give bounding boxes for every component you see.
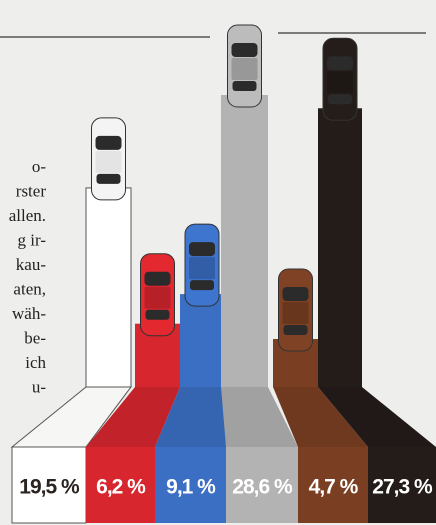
car-icon — [228, 25, 262, 107]
car-roof — [145, 287, 171, 309]
value-label: 27,3 % — [372, 476, 433, 499]
car-roof — [327, 71, 353, 93]
car-window — [145, 272, 171, 286]
car-icon — [141, 254, 175, 336]
side-text-line: kau- — [16, 255, 47, 274]
car-window — [190, 280, 214, 290]
bar — [180, 294, 224, 387]
side-text-line: rster — [16, 182, 47, 201]
car-icon — [279, 269, 313, 351]
car-window — [233, 81, 257, 91]
side-text-line: be- — [24, 329, 46, 348]
value-label: 19,5 % — [19, 476, 80, 499]
car-roof — [232, 58, 258, 80]
car-icon — [323, 38, 357, 120]
bar — [86, 188, 131, 387]
side-text-line: aten, — [13, 280, 46, 299]
car-window — [96, 136, 122, 150]
car-roof — [283, 302, 309, 324]
side-text-line: allen. — [9, 206, 46, 225]
car-window — [327, 56, 353, 70]
side-text-line: wäh- — [12, 304, 46, 323]
car-window — [189, 242, 215, 256]
bar — [318, 108, 362, 387]
side-text-line: g ir- — [18, 231, 47, 250]
car-roof — [189, 257, 215, 279]
side-text-line: u- — [32, 378, 47, 397]
car-window — [284, 325, 308, 335]
bar — [221, 95, 268, 387]
value-label: 4,7 % — [309, 476, 359, 499]
car-icon — [92, 118, 126, 200]
car-window — [232, 43, 258, 57]
car-roof — [96, 151, 122, 173]
value-label: 6,2 % — [96, 476, 146, 499]
side-text-line: ich — [25, 353, 46, 372]
car-icon — [185, 224, 219, 306]
car-window — [97, 174, 121, 184]
car-window — [328, 94, 352, 104]
chart: o-rsterallen.g ir-kau-aten,wäh-be-ichu- … — [0, 0, 436, 525]
value-label: 9,1 % — [166, 476, 216, 499]
side-text-line: o- — [32, 157, 47, 176]
value-label: 28,6 % — [232, 476, 293, 499]
car-window — [146, 310, 170, 320]
car-window — [283, 287, 309, 301]
